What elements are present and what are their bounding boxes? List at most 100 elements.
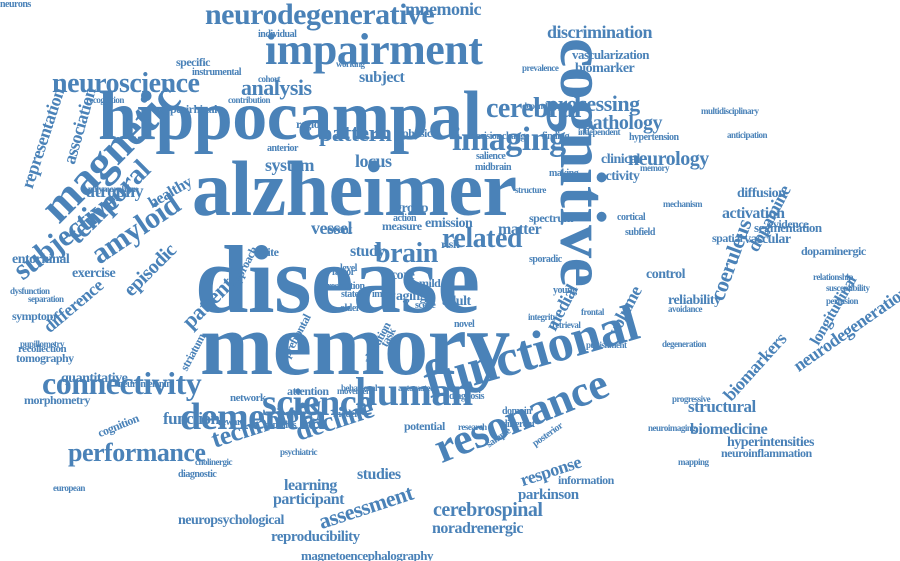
cloud-word: imaging bbox=[452, 121, 566, 158]
cloud-word: scene bbox=[415, 300, 436, 311]
cloud-word: parkinson bbox=[518, 487, 579, 503]
cloud-word: subject bbox=[359, 69, 405, 86]
cloud-word: stimulus bbox=[264, 420, 297, 431]
cloud-word: learning bbox=[284, 477, 337, 494]
cloud-word: analysis bbox=[241, 75, 312, 100]
cloud-word: disease bbox=[195, 226, 480, 333]
cloud-word: frontal bbox=[581, 307, 604, 317]
cloud-word: diagnostic bbox=[178, 469, 217, 480]
cloud-word: salience bbox=[476, 151, 506, 162]
cloud-word: measure bbox=[382, 219, 422, 233]
cloud-word: automated bbox=[398, 383, 435, 393]
cloud-word: quantitative bbox=[61, 371, 128, 386]
cloud-word: neuromelanin bbox=[118, 379, 172, 390]
cloud-word: neuroimaging bbox=[648, 423, 696, 433]
cloud-word: mild bbox=[419, 276, 441, 290]
cloud-word: structural bbox=[688, 397, 756, 416]
cloud-word: cholinergic bbox=[195, 457, 233, 467]
cloud-word: research bbox=[458, 422, 487, 432]
cloud-word: polymorphism bbox=[88, 184, 139, 194]
cloud-word: sporadic bbox=[529, 254, 562, 265]
cloud-word: segmentation bbox=[754, 220, 822, 235]
cloud-word: cohort bbox=[258, 74, 281, 84]
cloud-word: memory bbox=[640, 163, 669, 173]
cloud-word: white bbox=[253, 245, 279, 259]
cloud-word: structure bbox=[515, 185, 546, 195]
cloud-word: working bbox=[336, 59, 365, 69]
cloud-word: separation bbox=[28, 294, 64, 304]
cloud-word: perfusion bbox=[826, 296, 859, 306]
cloud-word: midbrain bbox=[475, 162, 512, 173]
cloud-word: alzheimer bbox=[192, 145, 517, 232]
cloud-word: science bbox=[262, 382, 373, 424]
cloud-word: control bbox=[646, 267, 686, 282]
cloud-word: noradrenergic bbox=[432, 520, 523, 537]
cloud-word: aging bbox=[396, 289, 427, 304]
cloud-word: potential bbox=[404, 419, 445, 433]
cloud-word: resolution bbox=[327, 281, 365, 292]
cloud-word: processing bbox=[546, 91, 640, 116]
cloud-word: cortical bbox=[617, 212, 646, 223]
cloud-word: finding bbox=[542, 131, 570, 142]
cloud-word: young bbox=[553, 285, 577, 296]
cloud-word: adult bbox=[442, 294, 471, 309]
cloud-word: evidence bbox=[768, 217, 809, 231]
cloud-word: hippocampal bbox=[98, 78, 482, 155]
cloud-word: relationship bbox=[813, 272, 853, 282]
cloud-word: mechanism bbox=[663, 199, 703, 209]
cloud-word: behavioral bbox=[341, 383, 378, 393]
cloud-word: making bbox=[549, 168, 579, 179]
cloud-word: network bbox=[230, 392, 266, 404]
cloud-word: decision bbox=[471, 131, 502, 142]
cloud-word: individual bbox=[258, 29, 297, 40]
cloud-word: reliability bbox=[668, 293, 721, 308]
cloud-word: psychiatric bbox=[280, 447, 318, 457]
cloud-word: group bbox=[395, 201, 429, 216]
cloud-word: neuroinflammation bbox=[721, 446, 812, 460]
cloud-word: retrieval bbox=[552, 320, 581, 330]
cloud-word: event bbox=[327, 222, 352, 236]
cloud-word: hyperintensities bbox=[727, 435, 814, 450]
cloud-word: related bbox=[442, 223, 522, 254]
cloud-word: factor bbox=[332, 267, 355, 278]
cloud-word: pupillometry bbox=[20, 339, 65, 349]
cloud-word: impairment bbox=[265, 25, 483, 74]
cloud-word: model bbox=[333, 409, 357, 420]
cloud-word: biomarkers bbox=[719, 328, 791, 405]
cloud-word: symptom bbox=[12, 309, 56, 323]
cloud-word: hypertension bbox=[629, 132, 679, 143]
cloud-word: spectrum bbox=[529, 211, 574, 225]
cloud-word: risk bbox=[441, 237, 460, 251]
cloud-word: state bbox=[341, 289, 359, 300]
cloud-word: vessel bbox=[311, 218, 353, 238]
cloud-word: connectivity bbox=[42, 365, 202, 401]
cloud-word: recognition bbox=[86, 95, 124, 105]
cloud-word: anterior bbox=[267, 143, 299, 154]
cloud-word: movement bbox=[337, 386, 374, 396]
cloud-word: level bbox=[340, 263, 357, 274]
cloud-word: diagnosis bbox=[449, 391, 484, 402]
cloud-word: region bbox=[296, 117, 326, 131]
cloud-word: susceptibility bbox=[826, 283, 870, 293]
cloud-word: information bbox=[558, 473, 614, 487]
cloud-word: system bbox=[265, 155, 315, 175]
cloud-word: neuroscience bbox=[52, 68, 200, 99]
cloud-word: magnetoencephalography bbox=[301, 548, 434, 561]
cloud-word: vascular bbox=[744, 232, 791, 247]
cloud-word: image bbox=[372, 289, 396, 300]
cloud-word: perirhinal bbox=[170, 102, 218, 116]
cloud-word: diffusion bbox=[737, 186, 786, 201]
cloud-word: dementia bbox=[180, 396, 326, 438]
cloud-word: spatial bbox=[712, 231, 743, 245]
cloud-word: older bbox=[340, 303, 360, 314]
cloud-word: memory bbox=[200, 297, 510, 394]
cloud-word: specific bbox=[176, 55, 211, 69]
cloud-word: reproducibility bbox=[271, 529, 360, 545]
cloud-word: recollection bbox=[18, 343, 67, 355]
cloud-word: different bbox=[502, 419, 535, 430]
cloud-word: morphometry bbox=[24, 393, 90, 407]
cloud-word: difference bbox=[39, 275, 108, 337]
cloud-word: pathology bbox=[582, 112, 662, 134]
cloud-word: score bbox=[386, 268, 415, 283]
